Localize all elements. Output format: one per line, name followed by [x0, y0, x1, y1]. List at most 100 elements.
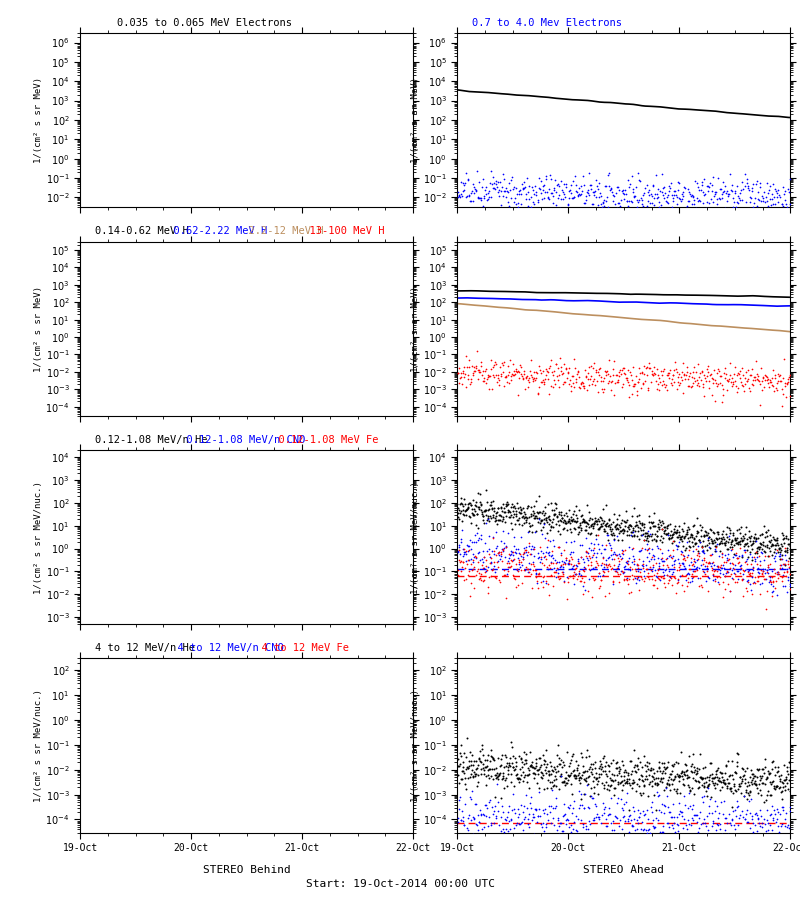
Point [498, 562, 510, 577]
Point [658, 526, 670, 540]
Point [695, 790, 708, 805]
Point [661, 760, 674, 775]
Point [614, 563, 627, 578]
Point [754, 194, 767, 209]
Point [729, 765, 742, 779]
Point [510, 180, 523, 194]
Point [466, 501, 478, 516]
Point [742, 530, 755, 544]
Point [710, 375, 722, 390]
Point [642, 789, 654, 804]
Point [480, 516, 493, 530]
Point [612, 760, 625, 774]
Point [719, 201, 732, 215]
Point [505, 500, 518, 514]
Point [562, 556, 574, 571]
Point [628, 552, 641, 566]
Point [741, 584, 754, 598]
Point [630, 369, 642, 383]
Point [671, 572, 684, 587]
Point [507, 367, 520, 382]
Point [702, 359, 714, 374]
Point [477, 513, 490, 527]
Point [544, 496, 557, 510]
Point [740, 792, 753, 806]
Point [538, 824, 550, 838]
Point [526, 194, 539, 209]
Point [658, 760, 670, 774]
Point [637, 526, 650, 541]
Point [573, 186, 586, 201]
Point [694, 558, 707, 572]
Point [466, 770, 479, 784]
Point [764, 197, 777, 211]
Point [581, 764, 594, 778]
Point [546, 764, 559, 778]
Point [782, 754, 795, 769]
Point [735, 549, 748, 563]
Point [678, 366, 691, 381]
Point [670, 784, 682, 798]
Point [721, 184, 734, 199]
Point [648, 766, 661, 780]
Point [644, 361, 657, 375]
Point [760, 564, 773, 579]
Point [523, 192, 536, 206]
Point [713, 192, 726, 206]
Point [564, 817, 577, 832]
Point [608, 824, 621, 838]
Point [770, 812, 783, 826]
Point [522, 767, 535, 781]
Point [634, 528, 647, 543]
Point [533, 512, 546, 526]
Point [546, 533, 559, 547]
Point [677, 524, 690, 538]
Point [628, 528, 641, 543]
Point [572, 364, 585, 379]
Point [528, 511, 541, 526]
Point [687, 530, 700, 544]
Point [488, 510, 501, 525]
Point [613, 364, 626, 379]
Point [771, 764, 784, 778]
Point [683, 784, 696, 798]
Point [577, 820, 590, 834]
Point [522, 185, 534, 200]
Point [724, 183, 737, 197]
Point [685, 571, 698, 585]
Point [538, 781, 550, 796]
Point [744, 191, 757, 205]
Point [586, 590, 598, 604]
Point [783, 577, 796, 591]
Point [551, 508, 564, 523]
Point [494, 184, 507, 199]
Point [553, 540, 566, 554]
Point [693, 379, 706, 393]
Point [515, 359, 528, 374]
Point [782, 782, 794, 796]
Point [489, 176, 502, 191]
Point [535, 817, 548, 832]
Point [489, 811, 502, 825]
Point [675, 578, 688, 592]
Point [665, 551, 678, 565]
Point [670, 362, 682, 376]
Point [545, 520, 558, 535]
Point [767, 813, 780, 827]
Point [758, 572, 771, 586]
Point [623, 180, 636, 194]
Point [681, 768, 694, 782]
Point [559, 551, 572, 565]
Point [466, 562, 478, 577]
Point [455, 496, 468, 510]
Point [658, 806, 670, 820]
Point [538, 531, 551, 545]
Point [733, 541, 746, 555]
Point [763, 788, 776, 803]
Point [582, 545, 594, 560]
Point [497, 497, 510, 511]
Point [603, 807, 616, 822]
Point [497, 544, 510, 559]
Point [482, 748, 494, 762]
Point [556, 515, 569, 529]
